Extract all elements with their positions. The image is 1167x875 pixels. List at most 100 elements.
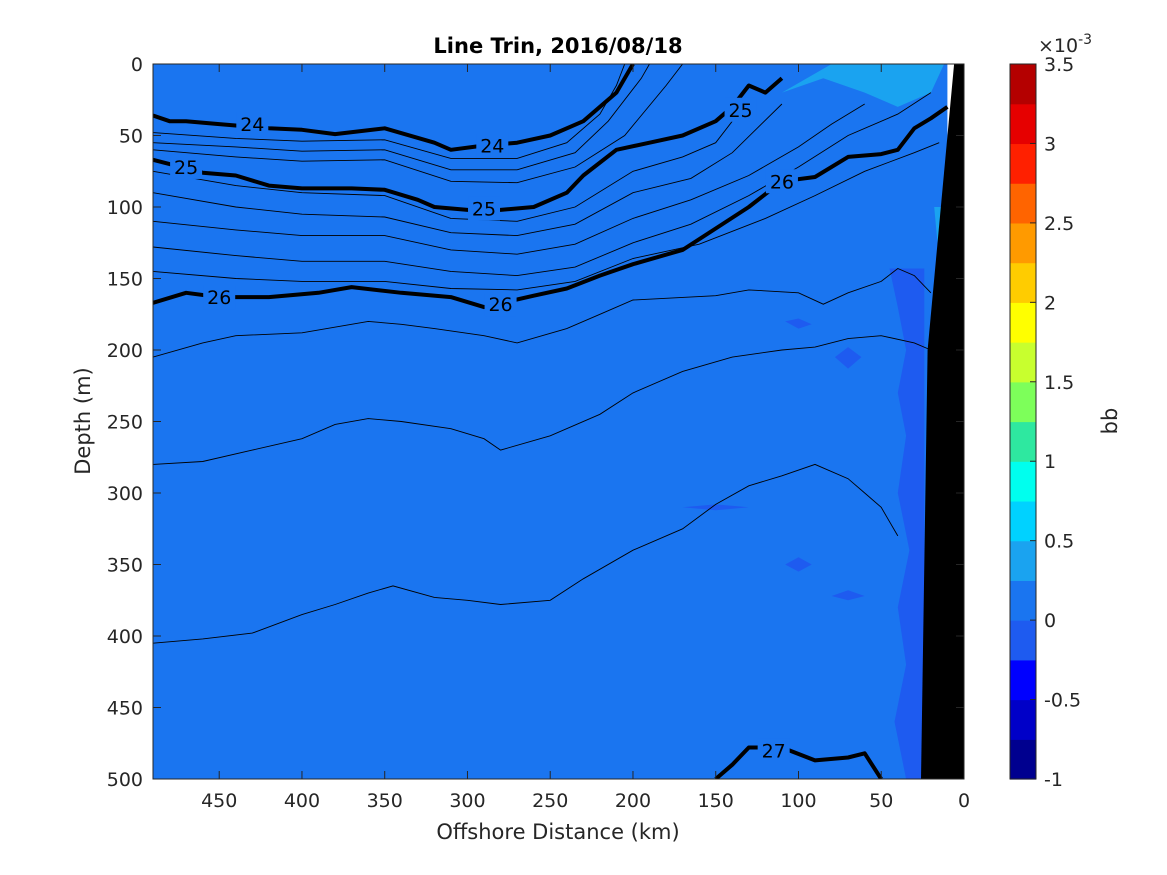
colorbar-exponent: ×10-3 bbox=[1038, 32, 1092, 57]
thin-isopycnal-9 bbox=[153, 335, 932, 465]
thin-isopycnal-4 bbox=[153, 103, 783, 237]
colorbar-exponent-power: -3 bbox=[1078, 32, 1092, 48]
x-tick-label: 400 bbox=[284, 790, 320, 812]
colorbar-band-2 bbox=[1010, 659, 1036, 701]
y-tick-label: 200 bbox=[107, 340, 143, 362]
contour-label-bg-5 bbox=[203, 285, 236, 310]
y-tick-label: 450 bbox=[107, 698, 143, 720]
y-tick-label: 0 bbox=[131, 54, 143, 76]
contour-label-25: 25 bbox=[472, 198, 496, 220]
colorbar-band-4 bbox=[1010, 580, 1036, 621]
y-tick-label: 500 bbox=[107, 769, 143, 791]
colorbar-band-9 bbox=[1010, 381, 1036, 423]
y-tick-label: 50 bbox=[119, 126, 143, 148]
x-axis-title: Offshore Distance (km) bbox=[436, 820, 679, 844]
contour-label-bg-1 bbox=[476, 133, 509, 158]
colorbar-band-0 bbox=[1010, 739, 1036, 780]
colorbar-band-14 bbox=[1010, 183, 1036, 224]
colorbar-band-11 bbox=[1010, 302, 1036, 343]
bold-isopycnal-25 bbox=[153, 76, 784, 212]
contour-label-bg-6 bbox=[484, 292, 517, 317]
contour-label-bg-2 bbox=[170, 154, 203, 179]
anomaly-patch-6 bbox=[785, 318, 812, 329]
chart-title: Line Trin, 2016/08/18 bbox=[433, 34, 682, 58]
y-tick-label: 150 bbox=[107, 269, 143, 291]
seafloor-mask-layer bbox=[921, 64, 964, 779]
colorbar-band-1 bbox=[1010, 699, 1036, 740]
y-tick-label: 350 bbox=[107, 555, 143, 577]
thin-isopycnal-10 bbox=[153, 463, 899, 644]
bold-isopycnal-26 bbox=[153, 105, 949, 310]
colorbar-tick-label: 2 bbox=[1044, 292, 1056, 314]
x-tick-label: 200 bbox=[615, 790, 651, 812]
contour-label-25: 25 bbox=[728, 100, 752, 122]
x-tick-label: 150 bbox=[698, 790, 734, 812]
colorbar-frame bbox=[1009, 63, 1037, 780]
colorbar-bands bbox=[1010, 64, 1036, 780]
x-tick-label: 250 bbox=[532, 790, 568, 812]
thin-isopycnal-7 bbox=[153, 142, 940, 291]
colorbar-band-12 bbox=[1010, 262, 1036, 303]
thin-isopycnal-6 bbox=[153, 92, 932, 277]
colorbar: 3.5 3 2.5 2 1.5 1 0.5 0 -0.5 -1 ×10-3 bb bbox=[1009, 32, 1122, 791]
plot-area: 24 24 25 25 25 26 26 26 27 bbox=[152, 63, 965, 780]
thin-isopycnal-3 bbox=[153, 120, 733, 222]
x-tick-label: 0 bbox=[958, 790, 970, 812]
anomaly-patch-8 bbox=[785, 557, 812, 572]
colorbar-tick-label: -1 bbox=[1044, 769, 1063, 791]
colorbar-tick-label: -0.5 bbox=[1044, 690, 1081, 712]
colorbar-band-6 bbox=[1010, 500, 1036, 542]
x-axis-ticks: 450 400 350 300 250 200 150 100 50 0 bbox=[201, 64, 970, 812]
contour-label-26: 26 bbox=[207, 287, 231, 309]
contour-label-bg-8 bbox=[757, 738, 790, 763]
y-tick-label: 400 bbox=[107, 626, 143, 648]
contour-label-24: 24 bbox=[480, 136, 504, 158]
colorbar-tick-label: 0 bbox=[1044, 610, 1056, 632]
thin-isopycnal-2 bbox=[153, 64, 683, 184]
seafloor-mask bbox=[921, 64, 964, 779]
contour-label-bg-7 bbox=[765, 169, 798, 194]
contour-label-27: 27 bbox=[762, 740, 786, 762]
thin-isopycnal-5 bbox=[153, 103, 865, 255]
contour-label-25: 25 bbox=[174, 157, 198, 179]
thin-isopycnal-8 bbox=[153, 267, 932, 358]
anomaly-patch-7 bbox=[834, 347, 862, 369]
x-tick-label: 350 bbox=[367, 790, 403, 812]
x-tick-label: 300 bbox=[449, 790, 485, 812]
colorbar-band-17 bbox=[1010, 64, 1036, 105]
contour-label-bg-0 bbox=[236, 112, 269, 137]
contour-label-26: 26 bbox=[488, 294, 512, 316]
plot-background bbox=[153, 64, 964, 779]
contour-label-24: 24 bbox=[240, 114, 264, 136]
colorbar-tick-label: 3.5 bbox=[1044, 54, 1074, 76]
y-tick-label: 250 bbox=[107, 412, 143, 434]
contour-label-26: 26 bbox=[770, 171, 794, 193]
colorbar-exponent-base: ×10 bbox=[1038, 35, 1078, 57]
colorbar-tick-label: 1 bbox=[1044, 451, 1056, 473]
isopycnal-contour-layer bbox=[153, 64, 949, 779]
bold-isopycnal-24 bbox=[153, 64, 635, 152]
x-tick-label: 450 bbox=[201, 790, 237, 812]
colorbar-band-3 bbox=[1010, 620, 1036, 661]
colorbar-tick-label: 1.5 bbox=[1044, 372, 1074, 394]
colorbar-band-8 bbox=[1010, 421, 1036, 462]
y-axis-ticks: 0 50 100 150 200 250 300 350 400 450 500 bbox=[107, 54, 964, 791]
colorbar-band-16 bbox=[1010, 103, 1036, 145]
colorbar-band-5 bbox=[1010, 540, 1036, 581]
colorbar-label: bb bbox=[1098, 408, 1122, 435]
colorbar-tick-label: 3 bbox=[1044, 133, 1056, 155]
colorbar-tick-label: 0.5 bbox=[1044, 531, 1074, 553]
x-tick-label: 100 bbox=[780, 790, 816, 812]
colorbar-band-13 bbox=[1010, 222, 1036, 264]
colorbar-band-10 bbox=[1010, 342, 1036, 383]
x-tick-label: 50 bbox=[869, 790, 893, 812]
y-axis-title: Depth (m) bbox=[71, 367, 95, 474]
thin-isopycnal-1 bbox=[153, 64, 650, 171]
y-tick-label: 300 bbox=[107, 483, 143, 505]
bold-isopycnal-27 bbox=[714, 745, 883, 779]
contour-label-layer: 24 24 25 25 25 26 26 26 27 bbox=[170, 97, 798, 763]
colorbar-ticks: 3.5 3 2.5 2 1.5 1 0.5 0 -0.5 -1 bbox=[1030, 54, 1081, 791]
anomaly-patch-0 bbox=[889, 268, 925, 779]
contour-label-bg-4 bbox=[724, 97, 757, 122]
